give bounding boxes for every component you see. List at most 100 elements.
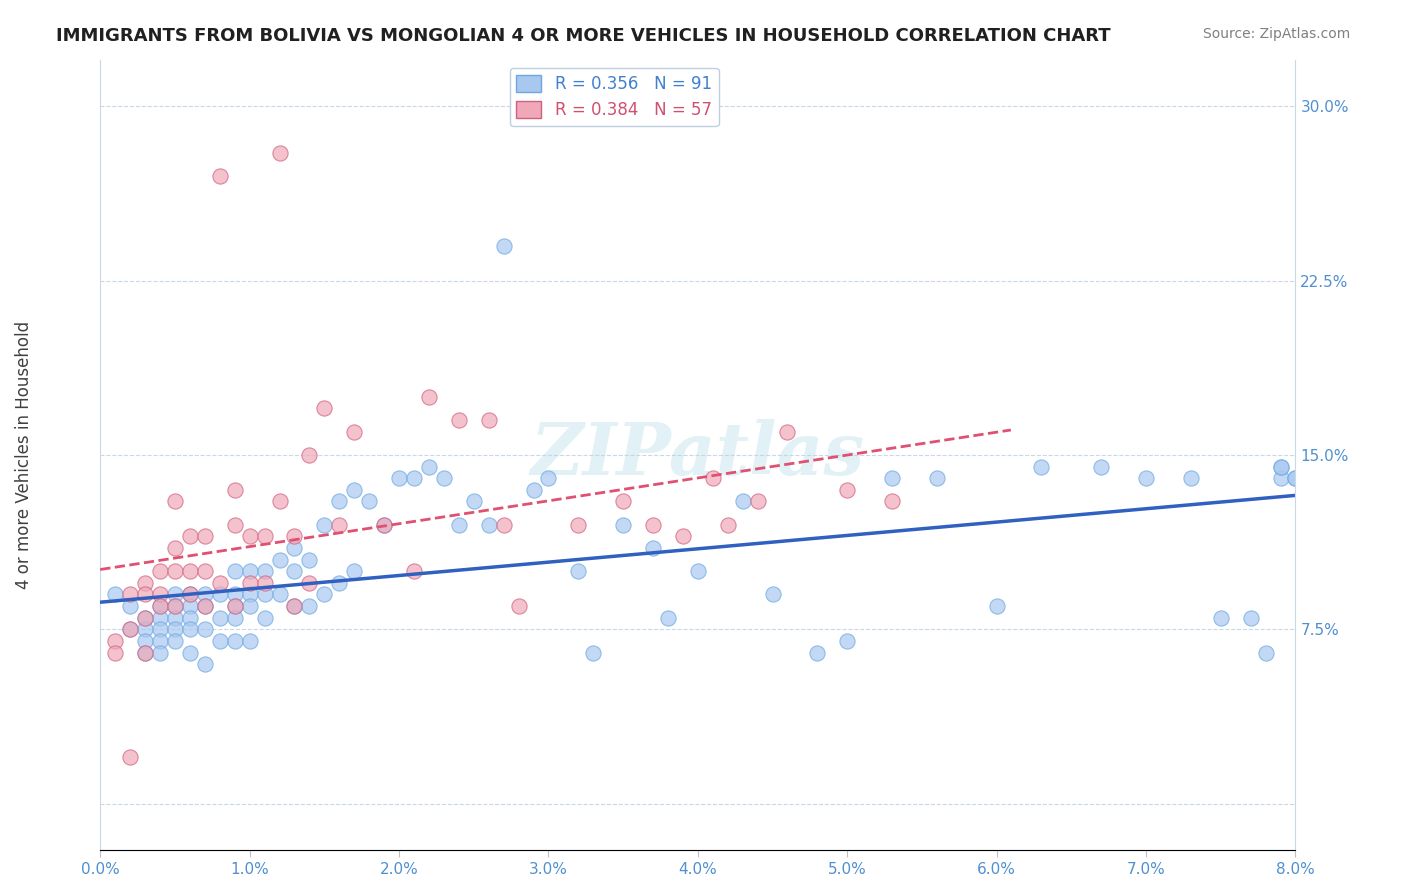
Point xyxy=(314,401,336,416)
Point xyxy=(925,471,948,485)
Point xyxy=(134,646,156,660)
Point xyxy=(239,564,262,578)
Point xyxy=(1240,610,1263,624)
Point xyxy=(224,517,246,532)
Point xyxy=(1284,471,1306,485)
Point xyxy=(1135,471,1157,485)
Point xyxy=(208,587,231,601)
Point xyxy=(672,529,695,543)
Point xyxy=(134,634,156,648)
Point xyxy=(134,646,156,660)
Point xyxy=(194,599,217,613)
Point xyxy=(1180,471,1202,485)
Point xyxy=(149,599,172,613)
Point xyxy=(104,634,127,648)
Point xyxy=(224,483,246,497)
Point xyxy=(149,634,172,648)
Point xyxy=(224,564,246,578)
Point xyxy=(492,517,515,532)
Point xyxy=(163,610,186,624)
Point xyxy=(163,494,186,508)
Point xyxy=(492,238,515,252)
Point xyxy=(120,622,142,636)
Point xyxy=(179,587,201,601)
Point xyxy=(880,471,903,485)
Point xyxy=(149,622,172,636)
Point xyxy=(253,529,276,543)
Point xyxy=(402,564,425,578)
Point xyxy=(328,517,350,532)
Point xyxy=(269,494,291,508)
Point xyxy=(179,622,201,636)
Point xyxy=(567,517,589,532)
Point xyxy=(224,599,246,613)
Point xyxy=(1284,471,1306,485)
Point xyxy=(179,646,201,660)
Point xyxy=(194,587,217,601)
Point xyxy=(194,564,217,578)
Point xyxy=(612,517,634,532)
Point xyxy=(328,575,350,590)
Point xyxy=(224,587,246,601)
Point xyxy=(314,587,336,601)
Point xyxy=(388,471,411,485)
Point xyxy=(179,529,201,543)
Point xyxy=(194,529,217,543)
Point xyxy=(149,587,172,601)
Point xyxy=(149,610,172,624)
Point xyxy=(298,448,321,462)
Point xyxy=(373,517,395,532)
Point xyxy=(269,587,291,601)
Point xyxy=(418,390,440,404)
Point xyxy=(149,646,172,660)
Point xyxy=(283,599,305,613)
Point xyxy=(761,587,783,601)
Point xyxy=(1270,459,1292,474)
Point xyxy=(343,425,366,439)
Point xyxy=(253,564,276,578)
Point xyxy=(239,587,262,601)
Point xyxy=(522,483,544,497)
Point xyxy=(1254,646,1277,660)
Point xyxy=(776,425,799,439)
Point xyxy=(134,610,156,624)
Point xyxy=(837,634,859,648)
Point xyxy=(134,622,156,636)
Point xyxy=(567,564,589,578)
Point xyxy=(208,610,231,624)
Point xyxy=(686,564,709,578)
Point xyxy=(298,575,321,590)
Point xyxy=(418,459,440,474)
Point xyxy=(328,494,350,508)
Point xyxy=(837,483,859,497)
Point xyxy=(641,541,664,555)
Point xyxy=(702,471,724,485)
Point xyxy=(717,517,740,532)
Point xyxy=(163,599,186,613)
Point xyxy=(179,587,201,601)
Point xyxy=(747,494,769,508)
Point xyxy=(880,494,903,508)
Point xyxy=(269,552,291,566)
Point xyxy=(208,634,231,648)
Point xyxy=(104,646,127,660)
Point xyxy=(253,587,276,601)
Point xyxy=(508,599,530,613)
Point xyxy=(224,634,246,648)
Point xyxy=(239,575,262,590)
Point xyxy=(179,599,201,613)
Point xyxy=(163,564,186,578)
Point xyxy=(1031,459,1053,474)
Point xyxy=(134,587,156,601)
Point xyxy=(806,646,828,660)
Point xyxy=(298,599,321,613)
Point xyxy=(163,587,186,601)
Point xyxy=(134,610,156,624)
Point xyxy=(447,517,470,532)
Point xyxy=(120,622,142,636)
Text: Source: ZipAtlas.com: Source: ZipAtlas.com xyxy=(1202,27,1350,41)
Point xyxy=(239,634,262,648)
Point xyxy=(120,599,142,613)
Point xyxy=(433,471,456,485)
Point xyxy=(239,529,262,543)
